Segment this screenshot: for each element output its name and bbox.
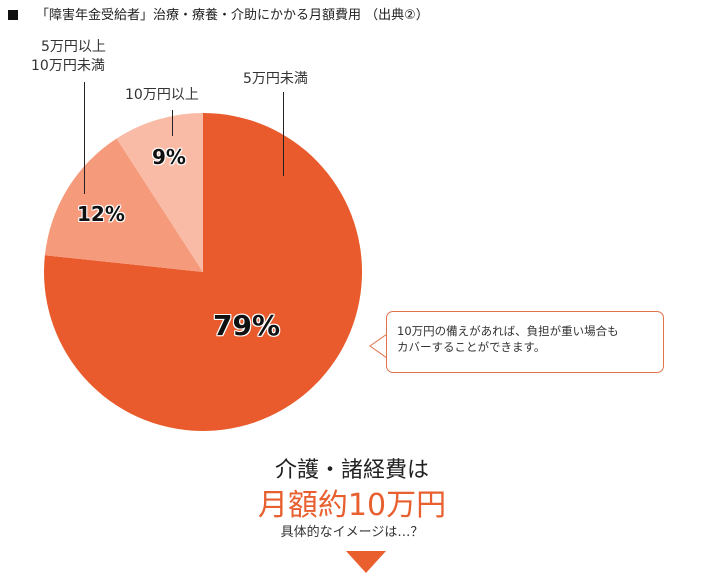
- leader-line-over10: [172, 110, 173, 136]
- chart-title: 「障害年金受給者」治療・療養・介助にかかる月額費用 （出典②）: [8, 4, 429, 23]
- leader-line-under5: [283, 92, 284, 176]
- summary-subtext: 具体的なイメージは…？: [280, 525, 424, 540]
- label-over10: 10万円以上: [125, 87, 199, 103]
- callout-line1: 10万円の備えがあれば、負担が重い場合も: [397, 324, 619, 338]
- leader-line-between: [84, 82, 85, 194]
- label-between-line1: 5万円以上: [41, 39, 106, 55]
- pie-slice-under-5man: [44, 113, 363, 431]
- pie-slice-over-10man: [116, 113, 203, 272]
- pct-between: 12%: [77, 202, 125, 226]
- bullet-square-icon: [8, 10, 18, 20]
- label-under5: 5万円未満: [243, 71, 308, 87]
- down-arrow-icon: [346, 551, 386, 573]
- pct-over10: 9%: [152, 145, 186, 169]
- pct-under5: 79%: [213, 309, 281, 342]
- summary-heading: 介護・諸経費は: [274, 458, 429, 483]
- callout-bubble: 10万円の備えがあれば、負担が重い場合も カバーすることができます。: [386, 311, 664, 373]
- label-between-line2: 10万円未満: [31, 58, 105, 74]
- callout-line2: カバーすることができます。: [397, 340, 546, 354]
- summary-highlight: 月額約10万円: [257, 488, 447, 523]
